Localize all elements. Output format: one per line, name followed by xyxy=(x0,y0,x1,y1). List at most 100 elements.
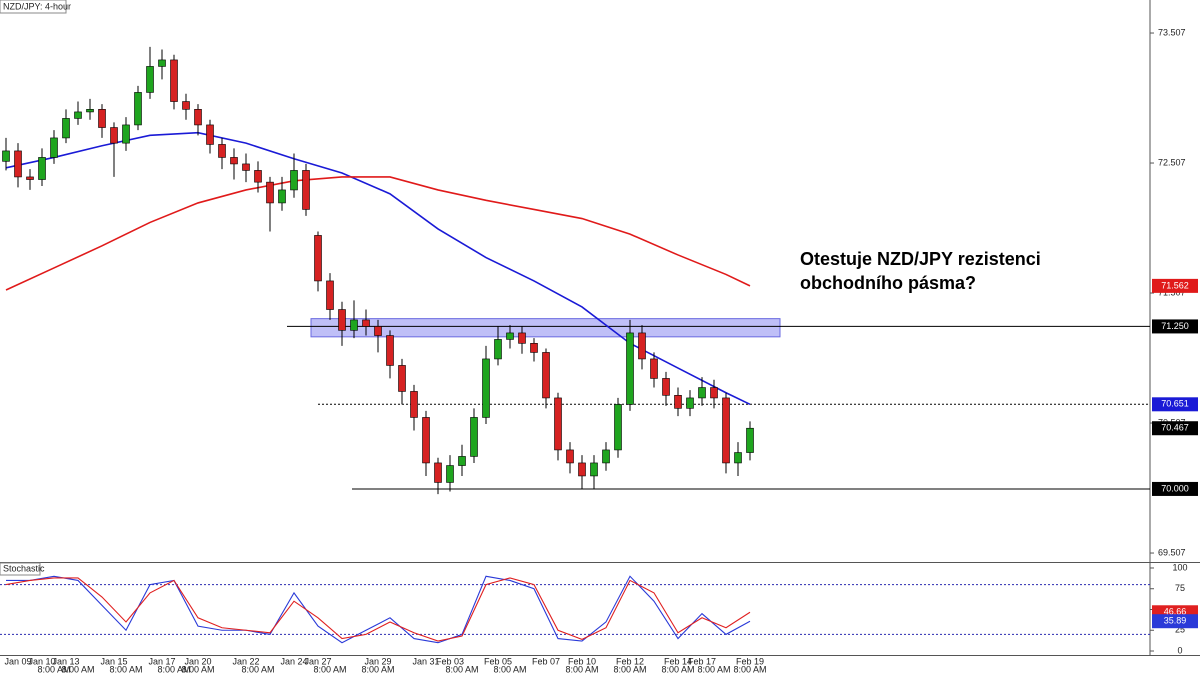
x-tick-label: Feb 10 xyxy=(568,656,596,666)
candle-body xyxy=(254,170,262,183)
candle-body xyxy=(98,109,106,128)
candle-body xyxy=(386,335,394,366)
price-tag-label: 35.89 xyxy=(1164,616,1187,626)
x-time-label: 8:00 AM xyxy=(613,664,646,674)
x-time-label: 8:00 AM xyxy=(61,664,94,674)
candle-body xyxy=(338,309,346,331)
candle-body xyxy=(530,343,538,353)
candle-body xyxy=(350,319,358,331)
candle-body xyxy=(458,456,466,466)
x-tick-label: Feb 05 xyxy=(484,656,512,666)
price-tag xyxy=(1152,614,1198,629)
candle-body xyxy=(374,326,382,336)
y-tick-label: 100 xyxy=(1172,562,1187,572)
x-time-label: 8:00 AM xyxy=(565,664,598,674)
x-time-label: 8:00 AM xyxy=(313,664,346,674)
candle-body xyxy=(158,59,166,67)
candle-body xyxy=(650,358,658,379)
candle-body xyxy=(122,124,130,144)
candle-body xyxy=(326,280,334,310)
indicator-box xyxy=(0,562,41,576)
price-tag-label: 70.651 xyxy=(1161,399,1189,409)
price-tag xyxy=(1152,278,1198,293)
chart-title: NZD/JPY: 4-hour xyxy=(3,1,71,11)
x-tick-label: Jan 22 xyxy=(232,656,259,666)
candle-body xyxy=(134,92,142,126)
candle-body xyxy=(614,404,622,451)
candle-body xyxy=(686,397,694,409)
price-tag-label: 70.467 xyxy=(1161,423,1189,433)
x-time-label: 8:00 AM xyxy=(241,664,274,674)
candle-body xyxy=(206,124,214,145)
candle-body xyxy=(50,137,58,158)
candle-body xyxy=(566,449,574,464)
candle-body xyxy=(446,465,454,483)
y-tick-label: 75 xyxy=(1175,583,1185,593)
resistance-zone xyxy=(310,318,781,338)
candle-body xyxy=(746,427,754,453)
x-time-label: 8:00 AM xyxy=(697,664,730,674)
price-tag-label: 71.250 xyxy=(1161,321,1189,331)
x-time-label: 8:00 AM xyxy=(361,664,394,674)
candle-body xyxy=(662,378,670,396)
candle-body xyxy=(710,387,718,399)
price-tag-label: 70.000 xyxy=(1161,483,1189,493)
x-time-label: 8:00 AM xyxy=(661,664,694,674)
y-tick-label: 73.507 xyxy=(1158,27,1186,37)
x-tick-label: Feb 17 xyxy=(688,656,716,666)
price-tag-label: 46.66 xyxy=(1164,607,1187,617)
candle-body xyxy=(542,352,550,399)
candle-body xyxy=(578,462,586,477)
x-time-label: 8:00 AM xyxy=(733,664,766,674)
price-tag xyxy=(1152,421,1198,436)
y-tick-label: 72.507 xyxy=(1158,157,1186,167)
candle-body xyxy=(182,101,190,110)
x-tick-label: Jan 24 xyxy=(280,656,307,666)
candle-body xyxy=(638,332,646,360)
x-tick-label: Jan 31 xyxy=(412,656,439,666)
indicator-line xyxy=(6,575,751,644)
candle-body xyxy=(302,170,310,210)
indicator-line xyxy=(5,577,751,642)
candle-body xyxy=(434,462,442,483)
x-tick-label: Feb 19 xyxy=(736,656,764,666)
candle-body xyxy=(2,150,10,162)
x-tick-label: Jan 20 xyxy=(184,656,211,666)
candle-body xyxy=(86,109,94,113)
price-tag xyxy=(1152,481,1198,496)
candle-body xyxy=(470,417,478,457)
candle-body xyxy=(722,397,730,464)
candle-body xyxy=(218,144,226,158)
x-tick-label: Jan 27 xyxy=(304,656,331,666)
candle-body xyxy=(554,397,562,451)
x-tick-label: Jan 13 xyxy=(52,656,79,666)
candle-body xyxy=(230,157,238,165)
candle-body xyxy=(26,176,34,180)
price-tag-label: 71.562 xyxy=(1161,280,1189,290)
candle-body xyxy=(626,332,634,405)
price-tag xyxy=(1152,397,1198,412)
x-time-label: 8:00 AM xyxy=(445,664,478,674)
candle-body xyxy=(506,332,514,340)
candle-body xyxy=(494,339,502,360)
candle-body xyxy=(170,59,178,102)
x-tick-label: Jan 15 xyxy=(100,656,127,666)
candle-body xyxy=(398,365,406,392)
indicator-line xyxy=(5,131,751,406)
candle-body xyxy=(482,358,490,418)
x-tick-label: Feb 03 xyxy=(436,656,464,666)
x-tick-label: Jan 29 xyxy=(364,656,391,666)
indicator-title: Stochastic xyxy=(3,563,45,573)
x-tick-label: Jan 17 xyxy=(148,656,175,666)
x-tick-label: Jan 10 xyxy=(28,656,55,666)
x-time-label: 8:00 AM xyxy=(37,664,70,674)
annotation: obchodního pásma? xyxy=(800,273,976,293)
candle-body xyxy=(74,111,82,119)
x-tick-label: Feb 14 xyxy=(664,656,692,666)
title-box xyxy=(0,0,67,14)
candle-body xyxy=(14,150,22,178)
candle-body xyxy=(518,332,526,344)
candle-body xyxy=(602,449,610,464)
